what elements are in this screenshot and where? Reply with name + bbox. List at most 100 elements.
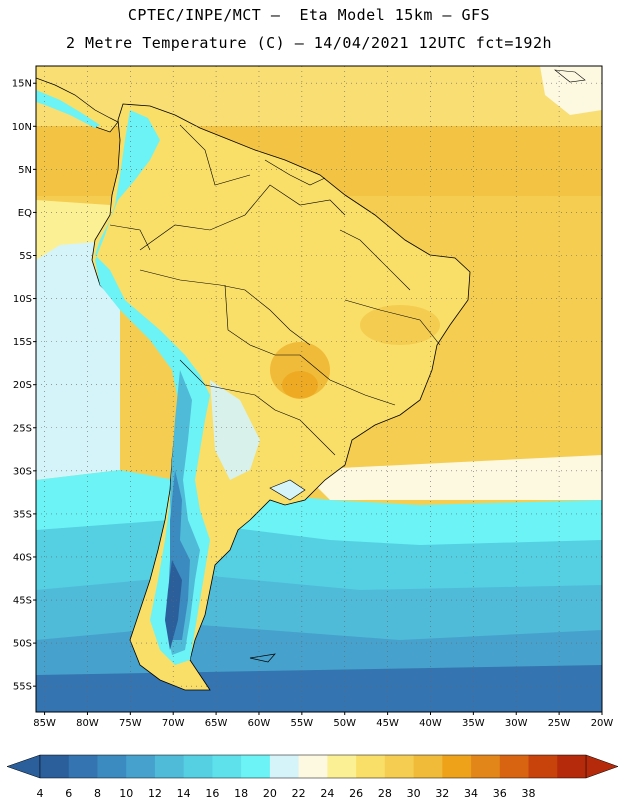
lat-tick-label: 5N: [18, 165, 32, 176]
caribbean-islands: [554, 69, 586, 83]
colorbar-swatch: [413, 755, 443, 778]
colorbar-label: 18: [234, 787, 248, 800]
colorbar-label: 20: [263, 787, 277, 800]
lon-tick-label: 65W: [205, 718, 228, 729]
lat-tick-label: 10N: [12, 122, 32, 133]
colorbar-swatch: [154, 755, 184, 778]
lon-tick-label: 85W: [33, 718, 56, 729]
longitude-axis: 85W 80W 75W 70W 65W 60W 55W 50W 45W 40W 35W 30W 25W 2…: [33, 712, 613, 729]
lat-tick-label: 10S: [13, 294, 32, 305]
colorbar-label: 24: [320, 787, 334, 800]
colorbar-swatch: [471, 755, 501, 778]
colorbar-label: 8: [94, 787, 101, 800]
lat-tick-label: 40S: [13, 552, 32, 563]
chart-subtitle: 2 Metre Temperature (C) – 14/04/2021 12U…: [65, 34, 553, 52]
colorbar-high-arrow: [585, 754, 618, 779]
colorbar-swatch: [68, 755, 98, 778]
colorbar-label: 28: [378, 787, 392, 800]
lon-tick-label: 50W: [333, 718, 356, 729]
pacific-mild-band: [36, 200, 120, 260]
colorbar-swatch: [183, 755, 213, 778]
colorbar-label: 30: [407, 787, 421, 800]
colorbar-label: 10: [119, 787, 133, 800]
lon-tick-label: 70W: [162, 718, 185, 729]
lon-tick-label: 60W: [248, 718, 271, 729]
border-ecuador: [109, 224, 151, 251]
colorbar-swatch: [528, 755, 558, 778]
colorbar-label: 38: [522, 787, 536, 800]
atlantic-mild-band: [300, 455, 602, 500]
colorbar-label: 6: [65, 787, 72, 800]
falkland-islands: [249, 653, 276, 663]
chart-title: CPTEC/INPE/MCT – Eta Model 15km – GFS: [127, 6, 491, 24]
latitude-axis: 15N 10N 5N EQ 5S 10S 15S 20S 25S 30S 35S 40S 45S 50S 5…: [12, 79, 36, 693]
caribbean-islands-zone: [540, 66, 602, 115]
lon-tick-label: 45W: [376, 718, 399, 729]
border-colombia-venezuela: [179, 124, 251, 186]
colorbar-swatch: [557, 755, 587, 778]
central-america-highlands: [36, 90, 100, 128]
lat-tick-label: 55S: [13, 682, 32, 693]
lon-tick-label: 20W: [591, 718, 614, 729]
border-peru-brazil: [139, 269, 311, 346]
lat-tick-label: 25S: [13, 423, 32, 434]
lon-tick-label: 40W: [419, 718, 442, 729]
lat-tick-label: 20S: [13, 380, 32, 391]
colorbar-swatch: [269, 755, 299, 778]
temperature-field: [36, 66, 602, 712]
colorbar-label: 36: [493, 787, 507, 800]
border-amazon: [139, 184, 346, 251]
colorbar: 4 6 8 10 12 14 16 18 20 22 24 26 28 30 32 34 36 38: [6, 754, 618, 800]
colorbar-low-arrow: [6, 754, 41, 779]
colorbar-label: 22: [292, 787, 306, 800]
border-brazil-states: [339, 229, 411, 291]
pacific-cool-band: [36, 230, 120, 480]
colorbar-label: 34: [464, 787, 478, 800]
lon-tick-label: 35W: [462, 718, 485, 729]
border-brazil-south: [299, 354, 396, 406]
colorbar-swatch: [241, 755, 271, 778]
lon-tick-label: 75W: [119, 718, 142, 729]
lat-tick-label: 45S: [13, 596, 32, 607]
colorbar-swatch: [212, 755, 242, 778]
colorbar-swatch: [298, 755, 328, 778]
lat-tick-label: 50S: [13, 639, 32, 650]
lat-tick-label: 30S: [13, 466, 32, 477]
lon-tick-label: 25W: [548, 718, 571, 729]
lon-tick-label: 80W: [76, 718, 99, 729]
map-frame: [35, 65, 603, 713]
colorbar-label: 32: [435, 787, 449, 800]
country-borders: [109, 124, 441, 456]
northeast-warm-zone: [360, 305, 440, 345]
lon-tick-label: 55W: [291, 718, 314, 729]
lat-tick-label: 15S: [13, 337, 32, 348]
lat-tick-label: 15N: [12, 79, 32, 90]
colorbar-swatch: [499, 755, 529, 778]
border-brazil-east: [344, 299, 441, 346]
colorbar-label: 4: [37, 787, 44, 800]
colorbar-swatch: [97, 755, 127, 778]
lat-tick-label: 5S: [19, 251, 32, 262]
colorbar-swatch: [384, 755, 414, 778]
colorbar-label: 14: [177, 787, 191, 800]
border-bolivia: [224, 284, 300, 356]
colorbar-frame: [39, 754, 587, 779]
border-guianas: [264, 159, 326, 186]
border-argentina-north: [179, 359, 276, 411]
colorbar-swatch: [40, 755, 70, 778]
lat-tick-label: EQ: [18, 208, 32, 219]
colorbar-swatch: [356, 755, 386, 778]
lon-tick-label: 30W: [505, 718, 528, 729]
colorbar-label: 26: [349, 787, 363, 800]
rio-de-la-plata: [269, 479, 306, 501]
colorbar-swatch: [327, 755, 357, 778]
patagonia-coldest: [165, 560, 182, 650]
border-paraguay: [274, 409, 336, 456]
colorbar-label: 12: [148, 787, 162, 800]
colorbar-swatch: [126, 755, 156, 778]
colorbar-swatch: [442, 755, 472, 778]
colorbar-label: 16: [205, 787, 219, 800]
central-hot-zone: [282, 371, 318, 399]
southern-cone-cool: [210, 380, 260, 480]
